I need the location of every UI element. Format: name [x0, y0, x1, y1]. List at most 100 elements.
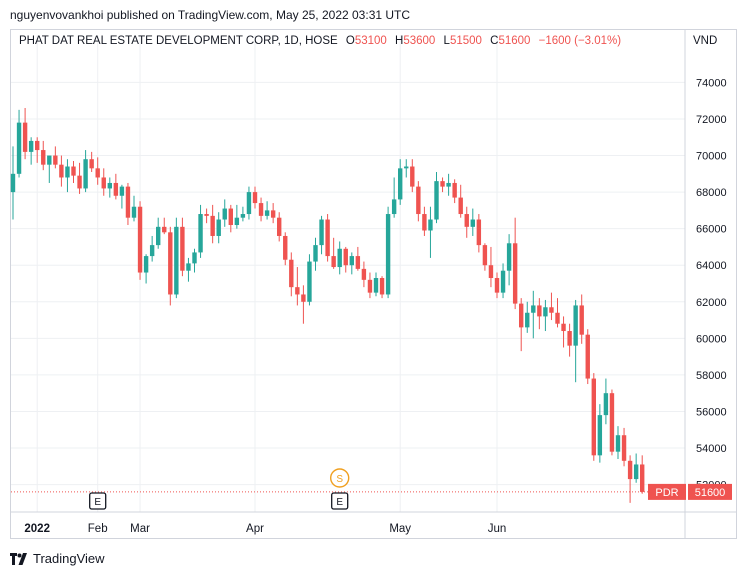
candle-body [270, 210, 276, 218]
earnings-marker [89, 492, 107, 510]
earnings-marker-label: E [336, 497, 343, 508]
y-tick-label: 56000 [696, 406, 727, 418]
candle-body [289, 259, 294, 288]
candle-body [71, 166, 76, 176]
candle-body [113, 182, 119, 196]
candle-body [156, 226, 161, 246]
candle-body [488, 265, 494, 279]
candle-body [47, 155, 52, 165]
candle-body [107, 182, 112, 189]
candle-body [89, 159, 94, 169]
candle-body [131, 206, 137, 218]
symbol-line: PHAT DAT REAL ESTATE DEVELOPMENT CORP, 1… [19, 35, 338, 47]
candle-body [446, 182, 451, 187]
candle-body [525, 312, 530, 328]
candle-body [162, 226, 167, 233]
footer-brand-label: TradingView [33, 551, 105, 566]
candle-body [210, 215, 215, 236]
tradingview-logo-icon [10, 552, 27, 565]
y-tick-label: 60000 [696, 333, 727, 345]
candle-body [591, 378, 596, 456]
candle-body [252, 192, 258, 204]
candle-body [283, 235, 288, 260]
candle-body [464, 214, 469, 227]
candle-body [458, 197, 463, 215]
split-marker-label: S [336, 474, 343, 485]
close-value: 51600 [498, 35, 531, 47]
candle-body [640, 464, 645, 492]
candle-body [615, 435, 621, 452]
earnings-marker-label: E [94, 497, 101, 508]
currency-label: VND [693, 35, 718, 47]
candle-body [41, 150, 46, 165]
candle-body [325, 219, 330, 257]
price-tag-value: 51600 [695, 487, 726, 499]
candle-body [331, 256, 336, 268]
change-value: −1600 (−3.01%) [538, 35, 622, 47]
y-tick-label: 70000 [696, 151, 727, 163]
price-tag-ticker-bg [648, 483, 686, 500]
candle-body [222, 208, 227, 220]
candle-body [404, 166, 409, 169]
candle-body [555, 312, 560, 324]
y-tick-label: 58000 [696, 370, 727, 382]
x-tick-label: Feb [88, 523, 108, 535]
low-label: L [443, 35, 450, 47]
low-value: 51500 [449, 35, 482, 47]
y-tick-label: 74000 [696, 77, 727, 89]
candle-body [561, 323, 566, 332]
candle-body [470, 219, 475, 227]
candle-body [307, 261, 312, 302]
candle-body [385, 214, 391, 295]
chart-legend: PHAT DAT REAL ESTATE DEVELOPMENT CORP, 1… [19, 35, 621, 47]
candle-body [337, 248, 342, 268]
candle-body [192, 252, 197, 264]
x-tick-label: 2022 [24, 523, 50, 535]
candle-body [361, 268, 367, 280]
earnings-marker [331, 492, 349, 510]
y-tick-label: 54000 [696, 443, 727, 455]
candle-body [240, 214, 246, 218]
candle-body [434, 181, 439, 220]
candle-body [28, 140, 34, 152]
y-tick-label: 62000 [696, 297, 727, 309]
candle-body [621, 435, 627, 461]
candle-body [422, 214, 427, 231]
high-label: H [395, 35, 404, 47]
candle-body [476, 219, 482, 246]
candle-body [512, 243, 518, 304]
candle-body [585, 334, 590, 379]
candle-body [609, 393, 615, 452]
candle-body [343, 248, 348, 266]
candle-body [391, 199, 397, 215]
y-tick-label: 72000 [696, 114, 727, 126]
candle-body [633, 464, 639, 480]
footer-brand[interactable]: TradingView [10, 551, 105, 566]
candle-body [174, 226, 179, 295]
candle-body [137, 206, 143, 273]
candle-body [143, 256, 149, 273]
candle-body [95, 168, 100, 178]
y-tick-label: 68000 [696, 187, 727, 199]
chart-frame[interactable] [10, 29, 737, 539]
candle-body [573, 305, 578, 346]
x-tick-label: Apr [246, 523, 264, 535]
candle-body [349, 256, 354, 266]
candle-body [537, 305, 542, 317]
candle-body [531, 305, 536, 313]
candle-body [16, 122, 22, 174]
candle-body [319, 219, 324, 246]
candle-body [119, 186, 125, 196]
candle-body [204, 214, 209, 216]
candle-body [295, 287, 300, 295]
candle-body [264, 210, 270, 216]
candle-body [246, 192, 252, 215]
x-tick-label: Mar [130, 523, 150, 535]
candle-body [506, 243, 512, 271]
y-tick-label: 64000 [696, 260, 727, 272]
close-label: C [490, 35, 499, 47]
candle-body [125, 186, 131, 218]
candle-body [367, 279, 373, 293]
candle-body [416, 186, 421, 215]
